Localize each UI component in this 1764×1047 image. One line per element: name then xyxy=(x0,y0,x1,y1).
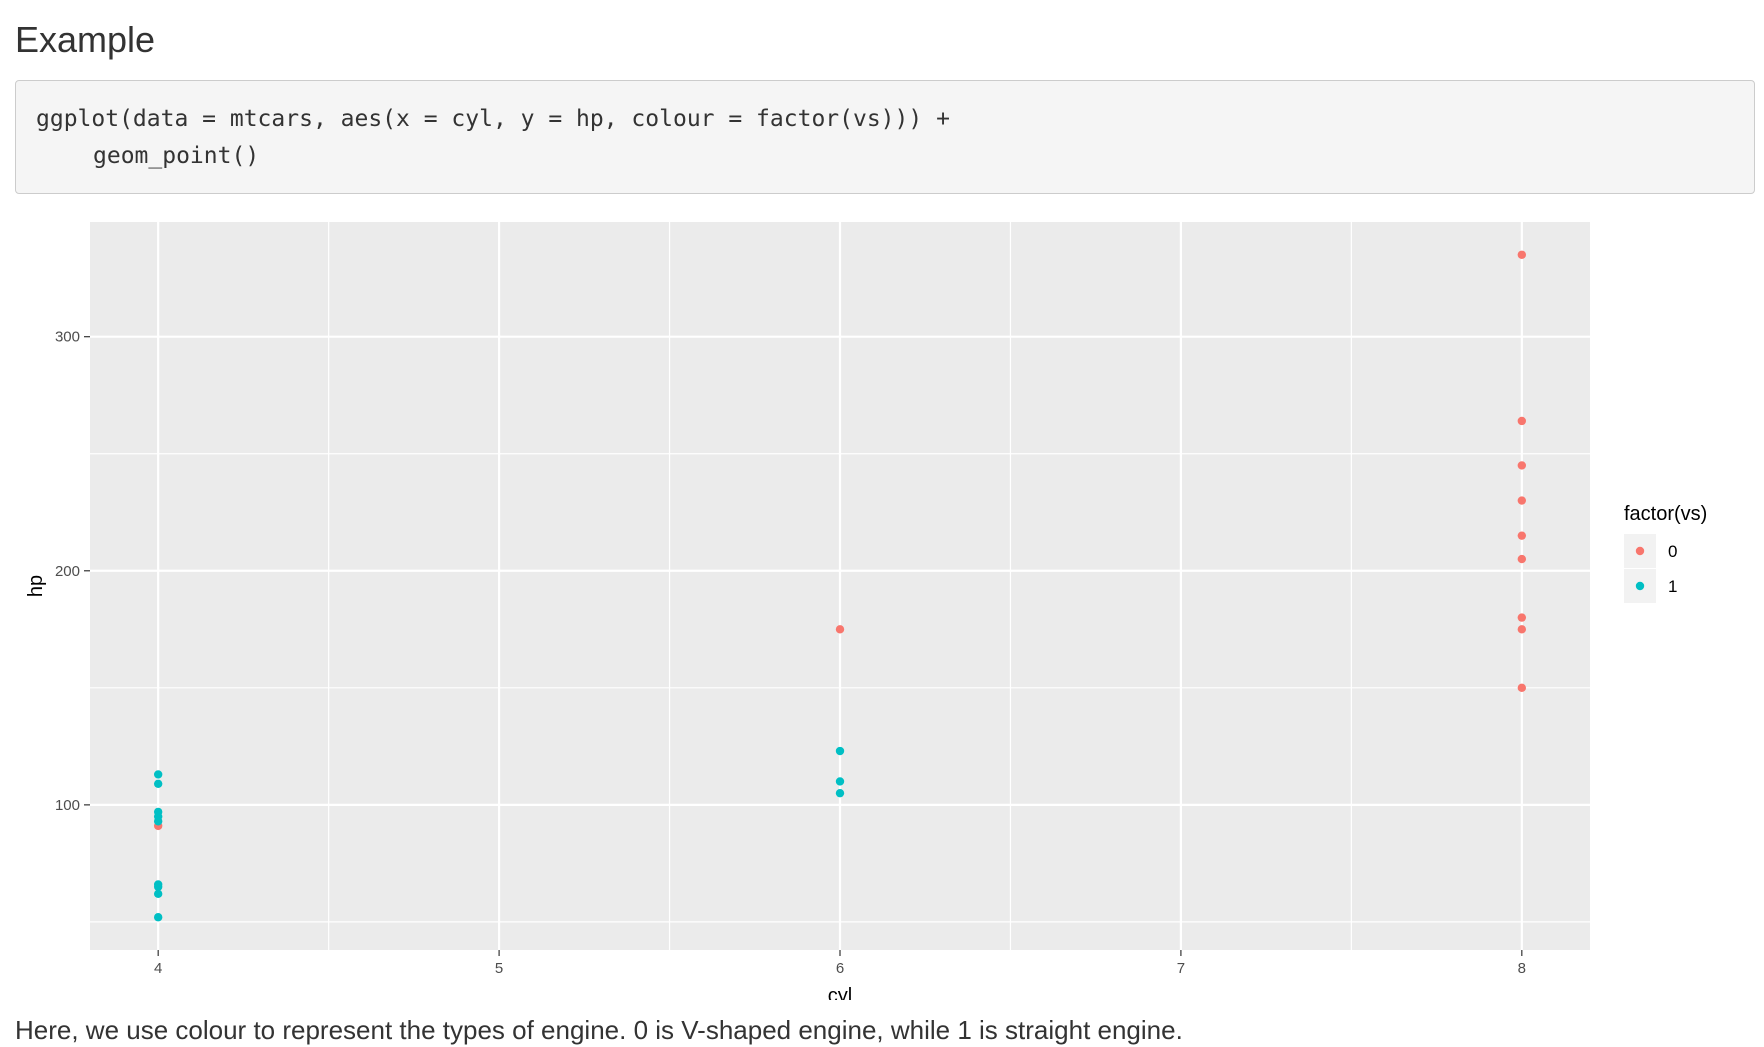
data-point-vs-0 xyxy=(1517,613,1527,622)
data-point-vs-0 xyxy=(1517,554,1527,564)
code-line-1: ggplot(data = mtcars, aes(x = cyl, y = h… xyxy=(36,106,950,132)
y-tick-label: 100 xyxy=(55,797,80,814)
x-tick-label: 8 xyxy=(1518,960,1526,977)
data-point-vs-0 xyxy=(1517,496,1527,505)
legend: factor(vs) 01 xyxy=(1624,503,1707,603)
data-point-vs-0 xyxy=(1517,461,1527,470)
legend-label-0: 0 xyxy=(1668,542,1677,561)
y-tick-label: 300 xyxy=(55,329,80,346)
data-point-vs-0 xyxy=(1517,531,1527,540)
data-point-vs-1 xyxy=(153,913,163,922)
code-block[interactable]: ggplot(data = mtcars, aes(x = cyl, y = h… xyxy=(15,80,1755,194)
x-axis: 4 5 6 7 8 xyxy=(154,950,1526,977)
x-tick-label: 4 xyxy=(154,960,162,977)
data-point-vs-0 xyxy=(1517,416,1527,426)
legend-items: 01 xyxy=(1624,534,1677,603)
data-point-vs-1 xyxy=(835,746,845,756)
data-points xyxy=(153,250,1527,922)
x-tick-label: 7 xyxy=(1177,960,1185,977)
y-tick-label: 200 xyxy=(55,563,80,580)
legend-label-1: 1 xyxy=(1668,577,1677,596)
data-point-vs-1 xyxy=(153,779,163,789)
x-tick-label: 6 xyxy=(836,960,844,977)
data-point-vs-1 xyxy=(153,882,163,891)
y-axis: 100 200 300 xyxy=(55,329,90,814)
data-point-vs-0 xyxy=(1517,250,1527,259)
caption-text: Here, we use colour to represent the typ… xyxy=(15,1015,1183,1045)
data-point-vs-1 xyxy=(835,777,845,786)
data-point-vs-1 xyxy=(835,788,845,798)
data-point-vs-0 xyxy=(1517,625,1527,634)
legend-title: factor(vs) xyxy=(1624,503,1707,525)
data-point-vs-1 xyxy=(153,770,163,779)
code-line-2: geom_point() xyxy=(93,143,260,169)
x-axis-title: cyl xyxy=(828,985,852,1000)
x-tick-label: 5 xyxy=(495,960,503,977)
section-heading: Example xyxy=(15,19,156,60)
legend-swatch-1 xyxy=(1635,581,1645,591)
data-point-vs-0 xyxy=(1517,683,1527,693)
legend-swatch-0 xyxy=(1635,546,1645,556)
data-point-vs-1 xyxy=(153,817,163,826)
data-point-vs-0 xyxy=(835,625,845,634)
data-point-vs-1 xyxy=(153,889,163,899)
major-gridlines xyxy=(90,222,1590,950)
y-axis-title: hp xyxy=(25,575,47,597)
